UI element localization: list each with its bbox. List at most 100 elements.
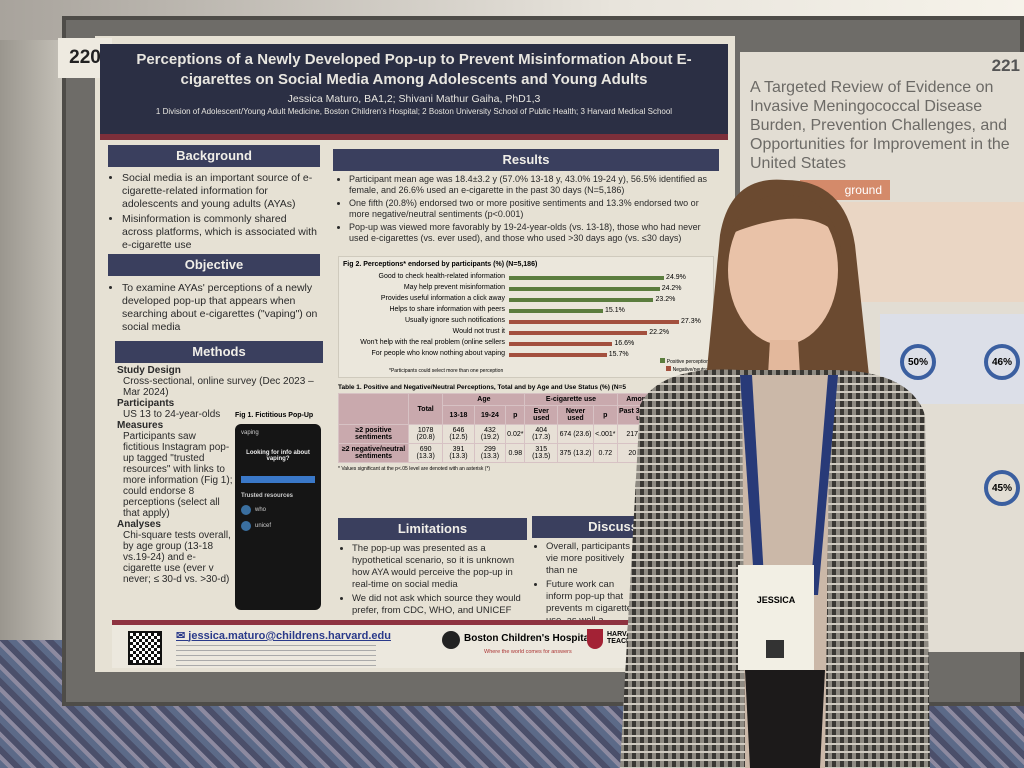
section-panel xyxy=(830,202,1024,302)
table-cell: 0.98 xyxy=(505,443,526,463)
table-cell: 299 (13.3) xyxy=(473,443,507,463)
bar-value-label: 22.2% xyxy=(649,329,670,336)
chart-title: Fig 2. Perceptions* endorsed by particip… xyxy=(343,261,538,268)
unicef-logo-icon xyxy=(241,521,251,531)
bar-value-label: 24.2% xyxy=(661,285,682,292)
neighbor-poster-title: A Targeted Review of Evidence on Invasiv… xyxy=(750,79,1010,172)
table1: Table 1. Positive and Negative/Neutral P… xyxy=(338,384,661,472)
background-section: Background Social media is an important … xyxy=(108,145,320,259)
stat-ring: 46% xyxy=(984,344,1020,380)
table-footnote: * Values significant at the p<.05 level … xyxy=(338,466,491,472)
section-heading: Background xyxy=(108,145,320,167)
legend-item: Positive perception xyxy=(660,358,709,365)
qr-code xyxy=(128,631,162,665)
bullet: To examine AYAs' perceptions of a newly … xyxy=(122,282,318,334)
group-header: E-cigarette use xyxy=(524,393,618,406)
hospital-logo-icon xyxy=(442,631,460,649)
wall xyxy=(0,40,70,640)
bar-label: Helps to share information with peers xyxy=(389,306,505,313)
legend-item: Negative/neutral xyxy=(666,366,709,373)
bar-value-label: 24.9% xyxy=(666,274,686,281)
phone-search: vaping xyxy=(241,430,259,436)
table-cell: 674 (23.6) xyxy=(557,424,595,444)
legend-swatch xyxy=(666,366,672,371)
presenter-person: JESSICA xyxy=(620,179,930,768)
bar xyxy=(509,353,607,357)
table-cell: 0.72 xyxy=(593,443,618,463)
bar-label: May help prevent misinformation xyxy=(403,284,505,291)
bar-label: Won't help with the real problem (online… xyxy=(360,339,505,346)
bar xyxy=(509,342,613,346)
fig1-phone-mockup: vaping Looking for info about vaping? Tr… xyxy=(235,424,321,610)
poster-title-banner: Perceptions of a Newly Developed Pop-up … xyxy=(100,44,728,140)
methods-section: Methods Study Design Cross-sectional, on… xyxy=(115,341,323,587)
table-cell: 375 (13.2) xyxy=(557,443,595,463)
affiliations: 1 Division of Adolescent/Young Adult Med… xyxy=(155,107,673,116)
funding-text xyxy=(176,645,376,667)
who-logo-icon xyxy=(241,505,251,515)
row-label: ≥2 positive sentiments xyxy=(338,424,409,444)
table-cell: 404 (17.3) xyxy=(524,424,559,444)
bar-label: Provides useful information a click away xyxy=(380,295,505,302)
table-cell: 315 (13.5) xyxy=(524,443,559,463)
bar xyxy=(509,287,660,291)
section-heading: Discuss xyxy=(532,516,642,538)
bar-label: Would not trust it xyxy=(452,328,505,335)
harvard-text: HARVA TEACH xyxy=(607,631,632,645)
row-label: ≥2 negative/neutral sentiments xyxy=(338,443,409,463)
harvard-shield-icon xyxy=(587,629,603,649)
authors: Jessica Maturo, BA1,2; Shivani Mathur Ga… xyxy=(287,93,541,105)
bar-label: For people who know nothing about vaping xyxy=(371,350,505,357)
badge-qr xyxy=(766,640,784,658)
col-header: Total xyxy=(407,393,444,425)
stat-ring: 50% xyxy=(900,344,936,380)
hospital-tagline: Where the world comes for answers xyxy=(484,649,572,655)
method-text: Chi-square tests overall, by age group (… xyxy=(123,530,231,585)
table-caption: Table 1. Positive and Negative/Neutral P… xyxy=(338,384,626,391)
fig1-title: Fig 1. Fictitious Pop-Up xyxy=(235,412,314,419)
method-label: Study Design xyxy=(117,365,181,376)
bullet: Pop-up was viewed more favorably by 19-2… xyxy=(349,222,715,244)
hospital-name: Boston Children's Hospital xyxy=(464,633,592,644)
chart-footnote: *Participants could select more than one… xyxy=(389,368,504,374)
face xyxy=(728,195,838,345)
bar xyxy=(509,320,679,324)
method-text: US 13 to 24-year-olds xyxy=(123,409,221,420)
method-label: Participants xyxy=(117,398,175,409)
bar-value-label: 27.3% xyxy=(681,318,701,325)
pants xyxy=(745,670,825,768)
table-cell: 0.02* xyxy=(505,424,526,444)
bullet: One fifth (20.8%) endorsed two or more p… xyxy=(349,198,715,220)
legend-swatch xyxy=(660,358,666,363)
section-heading: Methods xyxy=(115,341,323,363)
neighbor-poster-number: 221 xyxy=(991,56,1020,75)
bullet: Overall, participants vie more positivel… xyxy=(546,541,640,577)
poster-title: Perceptions of a Newly Developed Pop-up … xyxy=(136,51,692,88)
stat-ring: 45% xyxy=(984,470,1020,506)
bullet: We did not ask which source they would p… xyxy=(352,593,525,617)
table-cell: 391 (13.3) xyxy=(442,443,475,463)
phone-button xyxy=(241,476,315,483)
table-row: ≥2 negative/neutral sentiments 690 (13.3)… xyxy=(338,443,661,463)
bullet: Participant mean age was 18.4±3.2 y (57.… xyxy=(349,174,715,196)
bar-value-label: 15.1% xyxy=(605,307,625,314)
limitations-section: Limitations The pop-up was presented as … xyxy=(338,518,527,622)
table-cell: 690 (13.3) xyxy=(407,443,444,463)
table-cell: 646 (12.5) xyxy=(442,424,475,444)
resource: who xyxy=(255,507,267,513)
col-header: p xyxy=(505,405,526,425)
bullet: Social media is an important source of e… xyxy=(122,172,318,211)
resource: unicef xyxy=(255,523,272,529)
email-link[interactable]: ✉ jessica.maturo@childrens.harvard.edu xyxy=(176,630,391,642)
method-label: Analyses xyxy=(117,519,161,530)
bar-value-label: 16.6% xyxy=(614,340,635,347)
objective-section: Objective To examine AYAs' perceptions o… xyxy=(108,254,320,342)
table-row: ≥2 positive sentiments 1078 (20.8) 646 (12… xyxy=(338,424,661,444)
group-header: Age xyxy=(442,393,526,406)
col-header: p xyxy=(593,405,618,425)
col-header: Never used xyxy=(557,405,595,425)
col-header: Ever used xyxy=(524,405,559,425)
col-header: 19-24 xyxy=(473,405,507,425)
bar-label: Good to check health-related information xyxy=(378,273,505,280)
method-text: Cross-sectional, online survey (Dec 2023… xyxy=(123,376,314,398)
